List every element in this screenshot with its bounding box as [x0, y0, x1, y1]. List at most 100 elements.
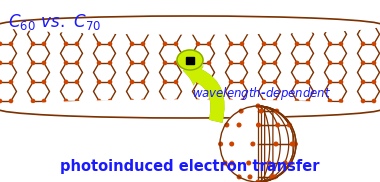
Circle shape: [32, 80, 35, 84]
Circle shape: [207, 61, 211, 64]
Circle shape: [0, 61, 2, 64]
Circle shape: [328, 80, 332, 84]
Circle shape: [339, 80, 343, 84]
Circle shape: [306, 61, 310, 64]
Circle shape: [0, 42, 2, 46]
Circle shape: [141, 80, 145, 84]
Circle shape: [372, 80, 375, 84]
Circle shape: [64, 80, 68, 84]
Circle shape: [108, 42, 112, 46]
Circle shape: [230, 142, 233, 146]
Circle shape: [130, 99, 134, 103]
Circle shape: [339, 61, 343, 64]
Circle shape: [328, 23, 332, 26]
Circle shape: [174, 99, 177, 103]
Circle shape: [273, 23, 277, 26]
Circle shape: [43, 61, 46, 64]
Circle shape: [75, 42, 79, 46]
Circle shape: [263, 80, 266, 84]
Circle shape: [372, 42, 375, 46]
Bar: [0, 0, 380, 25]
Circle shape: [290, 142, 294, 146]
Circle shape: [207, 23, 211, 26]
Circle shape: [276, 123, 280, 127]
Circle shape: [64, 99, 68, 103]
Circle shape: [263, 99, 266, 103]
Circle shape: [163, 99, 166, 103]
Circle shape: [75, 99, 79, 103]
Circle shape: [108, 23, 112, 26]
Circle shape: [267, 161, 271, 165]
Ellipse shape: [0, 100, 380, 118]
Circle shape: [339, 99, 343, 103]
Circle shape: [10, 23, 13, 26]
Circle shape: [339, 23, 343, 26]
Circle shape: [97, 42, 101, 46]
Circle shape: [289, 161, 293, 165]
Circle shape: [130, 61, 134, 64]
Circle shape: [97, 80, 101, 84]
Circle shape: [10, 61, 13, 64]
Circle shape: [306, 99, 310, 103]
Circle shape: [295, 99, 299, 103]
Circle shape: [259, 109, 263, 113]
Circle shape: [248, 175, 252, 179]
Circle shape: [361, 99, 364, 103]
Circle shape: [43, 23, 46, 26]
Circle shape: [32, 42, 35, 46]
Circle shape: [0, 23, 2, 26]
Circle shape: [196, 42, 200, 46]
Circle shape: [163, 61, 166, 64]
Circle shape: [141, 23, 145, 26]
Circle shape: [275, 109, 279, 113]
Circle shape: [223, 161, 227, 165]
Circle shape: [295, 61, 299, 64]
Bar: [0, 109, 380, 182]
Circle shape: [141, 61, 145, 64]
Circle shape: [273, 99, 277, 103]
Circle shape: [130, 23, 134, 26]
Circle shape: [372, 99, 375, 103]
Circle shape: [328, 61, 332, 64]
Circle shape: [0, 80, 2, 84]
Circle shape: [141, 99, 145, 103]
Circle shape: [75, 23, 79, 26]
Circle shape: [10, 99, 13, 103]
Circle shape: [328, 99, 332, 103]
Circle shape: [196, 80, 200, 84]
Circle shape: [273, 175, 276, 179]
Bar: [186, 56, 194, 64]
Circle shape: [163, 42, 166, 46]
Circle shape: [256, 104, 260, 108]
Circle shape: [372, 61, 375, 64]
Circle shape: [273, 42, 277, 46]
Circle shape: [256, 123, 260, 127]
Circle shape: [361, 61, 364, 64]
Circle shape: [130, 42, 134, 46]
Circle shape: [241, 23, 244, 26]
Circle shape: [196, 23, 200, 26]
Circle shape: [270, 175, 274, 179]
Circle shape: [174, 42, 177, 46]
Circle shape: [263, 61, 266, 64]
Circle shape: [196, 61, 200, 64]
Circle shape: [295, 23, 299, 26]
Circle shape: [207, 80, 211, 84]
Circle shape: [263, 42, 266, 46]
Circle shape: [32, 99, 35, 103]
Circle shape: [97, 23, 101, 26]
Circle shape: [339, 42, 343, 46]
Circle shape: [75, 61, 79, 64]
Circle shape: [97, 99, 101, 103]
Circle shape: [174, 80, 177, 84]
Circle shape: [220, 106, 296, 182]
Circle shape: [372, 23, 375, 26]
FancyArrowPatch shape: [183, 66, 225, 123]
Circle shape: [230, 42, 233, 46]
Circle shape: [274, 142, 278, 146]
FancyArrowPatch shape: [183, 66, 225, 123]
Circle shape: [237, 123, 241, 127]
Circle shape: [108, 99, 112, 103]
Circle shape: [273, 80, 277, 84]
Circle shape: [361, 42, 364, 46]
